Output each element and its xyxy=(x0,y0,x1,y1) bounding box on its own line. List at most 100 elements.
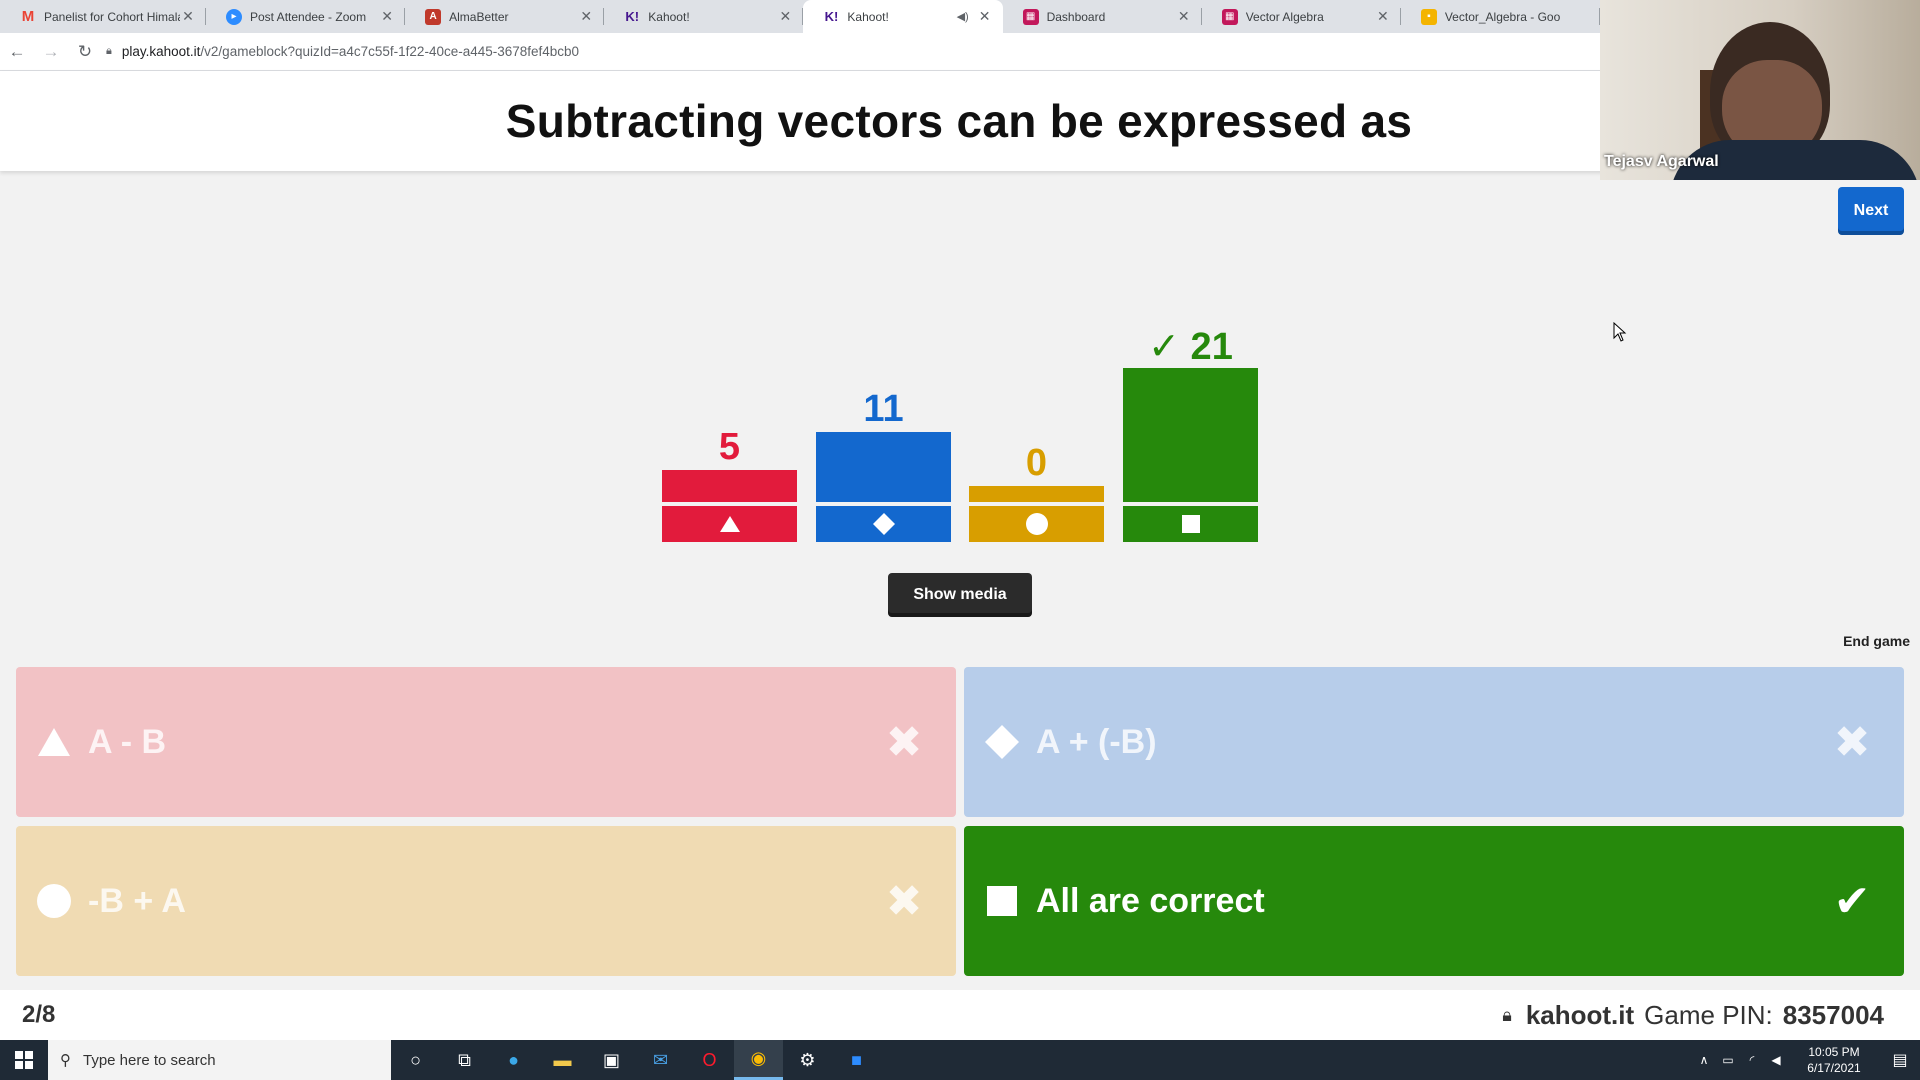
battery-icon[interactable]: ▭ xyxy=(1722,1053,1734,1067)
search-icon: ⚲ xyxy=(60,1052,71,1069)
answer-text: -B + A xyxy=(88,881,186,920)
search-placeholder: Type here to search xyxy=(83,1051,216,1069)
settings-gear-icon[interactable]: ⚙ xyxy=(799,1049,816,1070)
square-icon xyxy=(982,881,1022,921)
close-icon[interactable]: ✕ xyxy=(978,8,991,24)
close-icon[interactable]: ✕ xyxy=(580,8,593,24)
answer-square-correct: All are correct ✔ xyxy=(964,826,1904,976)
close-icon[interactable]: ✕ xyxy=(1177,8,1190,24)
answer-text: All are correct xyxy=(1036,881,1265,920)
store-icon[interactable]: ▣ xyxy=(602,1049,620,1070)
reload-icon[interactable]: ↻ xyxy=(77,41,93,61)
forward-arrow-icon[interactable]: → xyxy=(42,41,60,61)
pin-label: Game PIN: xyxy=(1644,999,1773,1030)
answer-diamond: A + (-B) ✖ xyxy=(964,667,1904,817)
clock-time: 10:05 PM xyxy=(1808,1045,1860,1059)
answer-triangle: A - B ✖ xyxy=(16,667,956,817)
browser-tab[interactable]: ▸ Post Attendee - Zoom ✕ xyxy=(206,0,406,33)
answer-circle: -B + A ✖ xyxy=(16,826,956,976)
back-arrow-icon[interactable]: ← xyxy=(8,41,26,61)
windows-taskbar: ⚲ Type here to search ○ ⧉ ● ▬ ▣ ✉ O ◉ ⚙ … xyxy=(0,1040,1920,1080)
browser-tab[interactable]: ▦ Dashboard ✕ xyxy=(1003,0,1202,33)
tab-title: Kahoot! xyxy=(847,9,889,24)
clock-date: 6/17/2021 xyxy=(1807,1061,1861,1075)
tab-title: AlmaBetter xyxy=(449,9,509,24)
url-path: /v2/gameblock?quizId=a4c7c55f-1f22-40ce-… xyxy=(200,44,580,59)
results-chart: 5 11 0 ✓ 21 xyxy=(662,326,1258,542)
speaker-icon[interactable]: ◀) xyxy=(956,11,969,23)
dashboard-icon: ▦ xyxy=(1022,8,1039,25)
chrome-icon[interactable]: ◉ xyxy=(734,1040,783,1080)
tab-title: Dashboard xyxy=(1046,9,1106,24)
close-icon[interactable]: ✕ xyxy=(381,8,393,24)
browser-tab[interactable]: M Panelist for Cohort Himala ✕ xyxy=(0,0,206,33)
cross-icon: ✖ xyxy=(885,876,923,926)
browser-tab-bar: M Panelist for Cohort Himala ✕ ▸ Post At… xyxy=(0,0,1601,33)
zoom-icon: ▸ xyxy=(226,8,242,25)
notification-icon[interactable]: ▤ xyxy=(1892,1052,1908,1069)
edge-icon[interactable]: ● xyxy=(508,1049,519,1070)
close-icon[interactable]: ✕ xyxy=(182,8,194,24)
end-game-button[interactable]: End game xyxy=(1843,633,1910,649)
chart-triangle-icon xyxy=(662,506,797,542)
next-button[interactable]: Next xyxy=(1838,187,1904,235)
cross-icon: ✖ xyxy=(1833,717,1871,767)
tab-title: Vector_Algebra - Goo xyxy=(1444,9,1561,24)
address-bar: ← → ↻ 🔒︎ play.kahoot.it/v2/gameblock?qui… xyxy=(0,33,1600,71)
slides-icon: ▪ xyxy=(1420,8,1437,25)
question-title: Subtracting vectors can be expressed as xyxy=(505,95,1413,147)
chevron-up-icon[interactable]: ∧ xyxy=(1699,1053,1709,1067)
chart-bar-value: ✓ 21 xyxy=(1148,326,1233,368)
close-icon[interactable]: ✕ xyxy=(779,8,792,24)
almabetter-icon: A xyxy=(425,8,442,25)
chart-bar-value: 11 xyxy=(863,387,904,430)
chart-diamond-icon xyxy=(816,506,951,542)
participant-body xyxy=(1670,140,1920,180)
browser-tab[interactable]: ▪ Vector_Algebra - Goo xyxy=(1401,0,1601,33)
browser-tab[interactable]: K! Kahoot! ✕ xyxy=(604,0,804,33)
tab-title: Vector Algebra xyxy=(1245,9,1324,24)
url-host: play.kahoot.it xyxy=(121,44,201,59)
vector-icon: ▦ xyxy=(1221,8,1238,25)
taskbar-search-input[interactable]: ⚲ Type here to search xyxy=(48,1040,391,1080)
close-icon[interactable]: ✕ xyxy=(1376,8,1389,24)
kahoot-icon: K! xyxy=(824,9,839,24)
lock-icon[interactable]: 🔒︎ xyxy=(1502,1004,1512,1025)
cross-icon: ✖ xyxy=(885,717,923,767)
browser-tab-active[interactable]: K! Kahoot! ◀) ✕ xyxy=(803,0,1003,33)
game-footer: 2/8 🔒︎ kahoot.it Game PIN: 8357004 xyxy=(0,990,1920,1040)
chart-bar-diamond xyxy=(816,431,951,502)
chart-bar-value: 0 xyxy=(1025,442,1048,484)
url-field[interactable]: 🔒︎ play.kahoot.it/v2/gameblock?quizId=a4… xyxy=(106,44,579,59)
tab-title: Kahoot! xyxy=(648,9,690,24)
chart-bar-circle xyxy=(969,486,1104,502)
volume-icon[interactable]: ◀ xyxy=(1771,1053,1781,1067)
answer-text: A + (-B) xyxy=(1036,722,1157,761)
cortana-icon[interactable]: ○ xyxy=(410,1049,421,1070)
opera-icon[interactable]: O xyxy=(702,1049,717,1070)
chart-bar-square xyxy=(1123,368,1258,502)
browser-tab[interactable]: A AlmaBetter ✕ xyxy=(405,0,605,33)
answer-text: A - B xyxy=(88,722,167,761)
participant-name: Tejasv Agarwal xyxy=(1604,153,1719,170)
chart-circle-icon xyxy=(969,506,1104,542)
file-explorer-icon[interactable]: ▬ xyxy=(553,1049,572,1070)
browser-tab[interactable]: ▦ Vector Algebra ✕ xyxy=(1202,0,1401,33)
video-tile[interactable]: Tejasv Agarwal xyxy=(1600,0,1920,180)
wifi-icon[interactable]: ◜ xyxy=(1749,1053,1755,1067)
clock[interactable]: 10:05 PM 6/17/2021 xyxy=(1796,1044,1872,1076)
zoom-app-icon[interactable]: ■ xyxy=(851,1049,862,1070)
windows-start-icon[interactable] xyxy=(0,1040,48,1080)
tab-title: Panelist for Cohort Himala xyxy=(44,9,180,24)
kahoot-icon: K! xyxy=(625,9,640,24)
show-media-button[interactable]: Show media xyxy=(888,573,1032,617)
task-view-icon[interactable]: ⧉ xyxy=(458,1049,471,1070)
checkmark-icon: ✔ xyxy=(1833,876,1871,926)
mail-icon[interactable]: ✉ xyxy=(652,1049,669,1070)
question-counter: 2/8 xyxy=(22,1001,56,1028)
lock-icon[interactable]: 🔒︎ xyxy=(106,45,112,57)
circle-icon xyxy=(34,881,74,921)
game-pin: 8357004 xyxy=(1782,999,1884,1030)
gmail-icon: M xyxy=(21,8,35,25)
chart-bar-triangle xyxy=(662,470,797,502)
